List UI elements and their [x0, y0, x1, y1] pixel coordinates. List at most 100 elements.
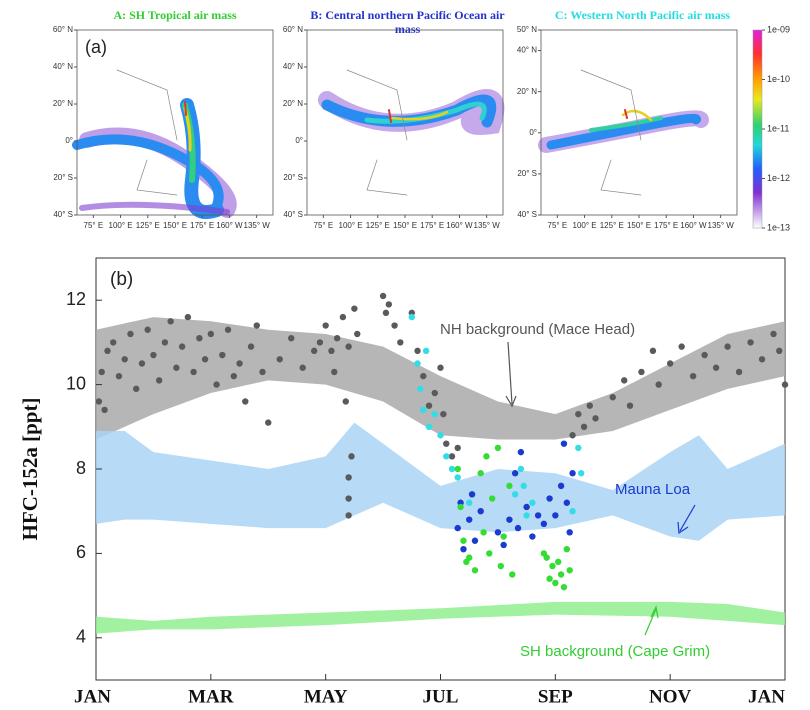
point	[555, 558, 562, 566]
point	[477, 508, 484, 515]
annotation: Mauna Loa	[615, 481, 691, 498]
point	[417, 385, 424, 393]
map-y-tick-label: 20° N	[283, 99, 303, 108]
map-x-tick-label: 150° E	[627, 221, 651, 230]
point	[506, 516, 513, 523]
point	[414, 347, 421, 355]
map-x-tick-label: 75° E	[548, 221, 568, 230]
point	[560, 440, 568, 447]
point	[586, 402, 593, 409]
point	[391, 322, 398, 329]
band	[96, 422, 785, 541]
x-tick-label: NOV	[649, 686, 692, 707]
point	[546, 575, 553, 582]
point	[408, 313, 415, 321]
point	[621, 377, 628, 384]
point	[437, 432, 444, 439]
point	[348, 453, 355, 460]
point	[213, 381, 220, 388]
point	[712, 364, 720, 371]
y-tick-label: 6	[76, 542, 86, 562]
map-y-tick-label: 0°	[529, 128, 537, 137]
point	[121, 356, 128, 363]
x-tick-label: MAR	[188, 686, 234, 707]
map-y-tick-label: 0°	[65, 136, 73, 145]
point	[110, 339, 117, 346]
point	[437, 364, 444, 371]
point	[471, 537, 479, 544]
point	[534, 512, 542, 519]
point	[155, 377, 163, 384]
point	[488, 495, 496, 502]
point	[560, 583, 568, 591]
point	[770, 330, 777, 338]
point	[224, 326, 232, 333]
point	[466, 499, 473, 506]
annotation-arrow	[507, 341, 513, 405]
point	[95, 398, 103, 405]
map-x-tick-label: 175° E	[420, 221, 444, 230]
point	[557, 482, 565, 490]
annotation-arrowhead	[677, 521, 689, 535]
point	[563, 499, 571, 506]
annotation-arrowhead	[650, 605, 659, 619]
point	[466, 516, 473, 523]
point	[115, 372, 123, 380]
point	[98, 368, 105, 376]
point	[420, 406, 427, 414]
point	[776, 347, 783, 355]
point	[549, 562, 556, 570]
point	[207, 330, 215, 338]
map-y-tick-label: 40° N	[517, 46, 537, 55]
point	[655, 381, 662, 388]
band	[96, 317, 785, 440]
map-x-tick-label: 135° W	[244, 221, 271, 230]
point	[701, 351, 708, 359]
point	[101, 406, 108, 414]
point	[494, 444, 502, 452]
point	[678, 343, 685, 350]
point	[454, 524, 461, 532]
point	[333, 334, 341, 342]
point	[431, 389, 438, 397]
point	[735, 368, 743, 376]
point	[259, 368, 266, 376]
annotation-arrow	[679, 504, 696, 532]
point	[468, 491, 476, 498]
point	[523, 512, 530, 519]
map-x-tick-label: 175° E	[190, 221, 214, 230]
x-tick-label: JAN	[748, 686, 785, 707]
point	[575, 410, 582, 418]
point	[529, 533, 536, 540]
point	[219, 351, 226, 359]
point	[443, 440, 450, 447]
point	[127, 330, 134, 338]
point	[454, 465, 461, 473]
x-tick-label: JAN	[74, 686, 111, 707]
x-tick-label: SEP	[538, 686, 573, 707]
point	[397, 339, 404, 346]
point	[781, 381, 789, 388]
colorbar-tick-label: 1e-11	[767, 123, 789, 133]
map-title: A: SH Tropical air mass	[113, 8, 237, 22]
y-axis-title: HFC-152a [ppt]	[18, 398, 42, 541]
map-y-tick-label: 40° N	[53, 62, 73, 71]
map-y-tick-label: 60° N	[53, 25, 73, 34]
y-tick-label: 8	[76, 458, 86, 478]
point	[747, 339, 754, 346]
point	[351, 305, 358, 312]
band	[96, 601, 785, 634]
point	[689, 372, 697, 380]
point	[431, 410, 438, 418]
point	[626, 402, 634, 409]
map-y-tick-label: 20° S	[517, 169, 537, 178]
point	[138, 360, 146, 367]
map-x-tick-label: 125° E	[366, 221, 390, 230]
point	[339, 313, 347, 321]
point	[454, 474, 461, 481]
point	[514, 524, 522, 532]
panel-label: (a)	[85, 37, 107, 57]
point	[448, 453, 456, 460]
map-y-tick-label: 40° N	[283, 62, 303, 71]
point	[201, 356, 209, 363]
